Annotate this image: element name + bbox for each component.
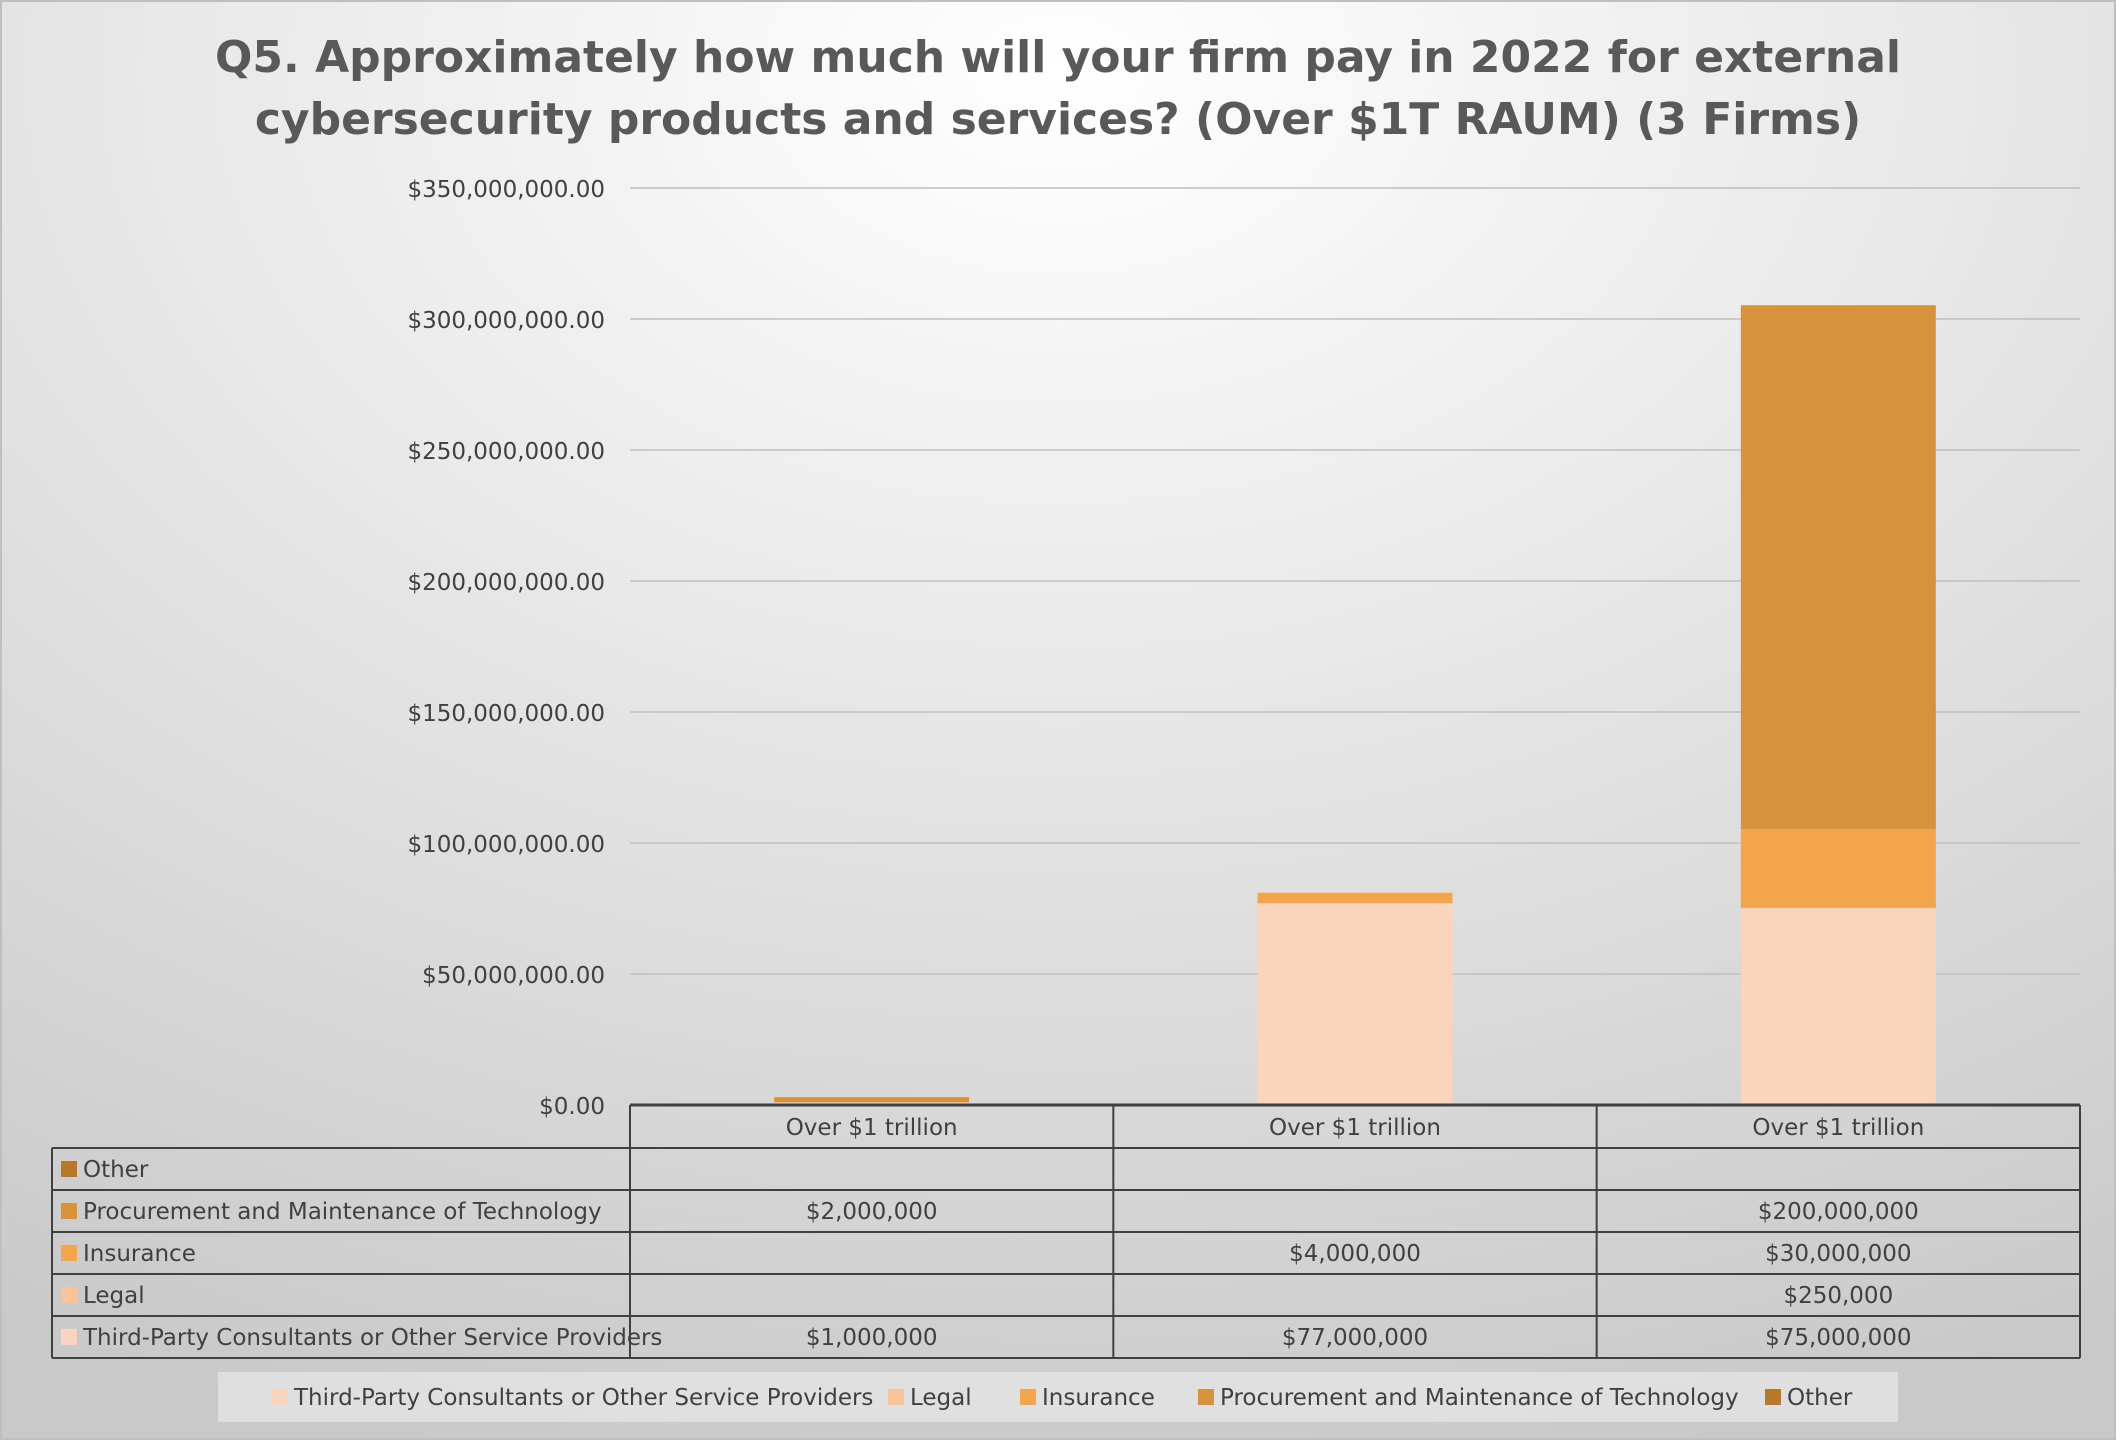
legend-label: Other (1787, 1385, 1853, 1411)
y-axis-tick-labels: $0.00 $50,000,000.00 $100,000,000.00 $150,0… (407, 177, 605, 1120)
table-cell-value: $2,000,000 (806, 1199, 938, 1225)
legend-key (888, 1389, 904, 1405)
bar-segment (1740, 908, 1936, 1105)
table-legend-key (61, 1287, 77, 1303)
table-cell-value: $4,000,000 (1289, 1241, 1421, 1267)
table-cell-value: $250,000 (1783, 1283, 1893, 1309)
legend-key (272, 1389, 288, 1405)
legend: Third-Party Consultants or Other Service… (218, 1372, 1898, 1422)
table-cell-value: $200,000,000 (1758, 1199, 1919, 1225)
chart-title-line: cybersecurity products and services? (Ov… (255, 94, 1861, 145)
legend-key (1765, 1389, 1781, 1405)
table-legend-key (61, 1203, 77, 1219)
y-tick-label: $150,000,000.00 (407, 701, 605, 727)
legend-box (218, 1372, 1898, 1422)
table-cell-value: $30,000,000 (1765, 1241, 1911, 1267)
chart-title-line: Q5. Approximately how much will your fir… (215, 32, 1901, 83)
table-row-label: Insurance (83, 1241, 196, 1267)
legend-label: Procurement and Maintenance of Technolog… (1220, 1385, 1739, 1411)
y-tick-label: $50,000,000.00 (422, 963, 605, 989)
bar-segment (1740, 829, 1936, 908)
legend-key (1020, 1389, 1036, 1405)
table-row-label: Other (83, 1157, 149, 1183)
y-tick-label: $250,000,000.00 (407, 439, 605, 465)
bars (774, 305, 1936, 1105)
data-table: Over $1 trillion Over $1 trillion Over $1 … (51, 1103, 2081, 1359)
bar-segment (1740, 305, 1936, 830)
legend-key (1198, 1389, 1214, 1405)
y-tick-label: $200,000,000.00 (407, 570, 605, 596)
table-legend-key (61, 1161, 77, 1177)
bar-segment (774, 1097, 970, 1103)
table-cell-value: $75,000,000 (1765, 1325, 1911, 1351)
table-cell-value: $1,000,000 (806, 1325, 938, 1351)
legend-label: Insurance (1042, 1385, 1155, 1411)
table-row-label: Third-Party Consultants or Other Service… (82, 1325, 662, 1351)
chart-title: Q5. Approximately how much will your fir… (215, 32, 1901, 145)
x-category-label: Over $1 trillion (1752, 1115, 1924, 1141)
table-legend-key (61, 1245, 77, 1261)
table-row-label: Legal (83, 1283, 145, 1309)
legend-label: Legal (910, 1385, 972, 1411)
legend-label: Third-Party Consultants or Other Service… (293, 1385, 873, 1411)
x-category-label: Over $1 trillion (1269, 1115, 1441, 1141)
y-tick-label: $100,000,000.00 (407, 832, 605, 858)
bar-segment (1257, 903, 1453, 1105)
table-legend-key (61, 1329, 77, 1345)
y-tick-label: $0.00 (539, 1094, 605, 1120)
table-cell-value: $77,000,000 (1282, 1325, 1428, 1351)
bar-segment (1257, 892, 1453, 904)
x-category-label: Over $1 trillion (786, 1115, 958, 1141)
table-row-label: Procurement and Maintenance of Technolog… (83, 1199, 602, 1225)
y-tick-label: $350,000,000.00 (407, 177, 605, 203)
y-tick-label: $300,000,000.00 (407, 308, 605, 334)
